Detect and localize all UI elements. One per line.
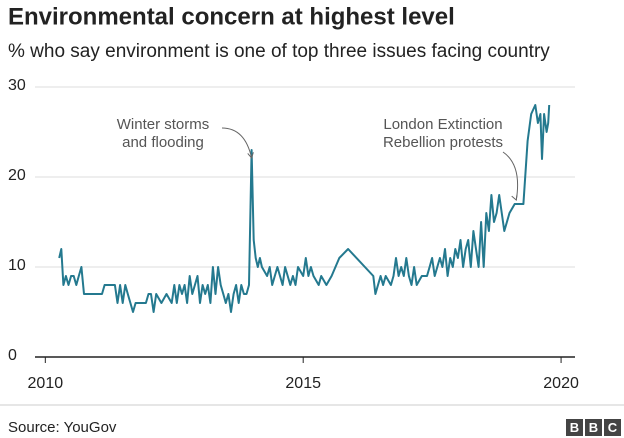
y-tick-label: 0 xyxy=(8,347,17,364)
annotation-text: Rebellion protests xyxy=(383,134,503,151)
annotation-text: London Extinction xyxy=(383,116,502,133)
x-tick-label: 2010 xyxy=(28,375,64,392)
source: Source: YouGov xyxy=(8,419,117,436)
y-tick-label: 20 xyxy=(8,167,26,184)
logo-block xyxy=(604,419,621,436)
annotation-arrow xyxy=(502,151,519,201)
logo-block xyxy=(585,419,602,436)
data-line xyxy=(58,104,551,313)
annotation-arrowhead xyxy=(247,152,254,160)
y-tick-label: 30 xyxy=(8,77,26,94)
x-tick-label: 2020 xyxy=(543,375,579,392)
logo-letter: B xyxy=(589,420,598,435)
logo-letter: B xyxy=(570,420,579,435)
bbc-logo: B B C xyxy=(566,419,621,436)
logo-letter: C xyxy=(608,420,618,435)
annotation-text: and flooding xyxy=(122,134,204,151)
y-tick-label: 10 xyxy=(8,257,26,274)
annotation-arrow xyxy=(221,127,253,159)
chart-subtitle: % who say environment is one of top thre… xyxy=(8,41,550,62)
annotation-arrowhead xyxy=(511,193,518,201)
chart-title: Environmental concern at highest level xyxy=(8,3,455,30)
logo-block xyxy=(566,419,583,436)
x-tick-label: 2015 xyxy=(285,375,321,392)
annotation-text: Winter storms xyxy=(117,116,210,133)
